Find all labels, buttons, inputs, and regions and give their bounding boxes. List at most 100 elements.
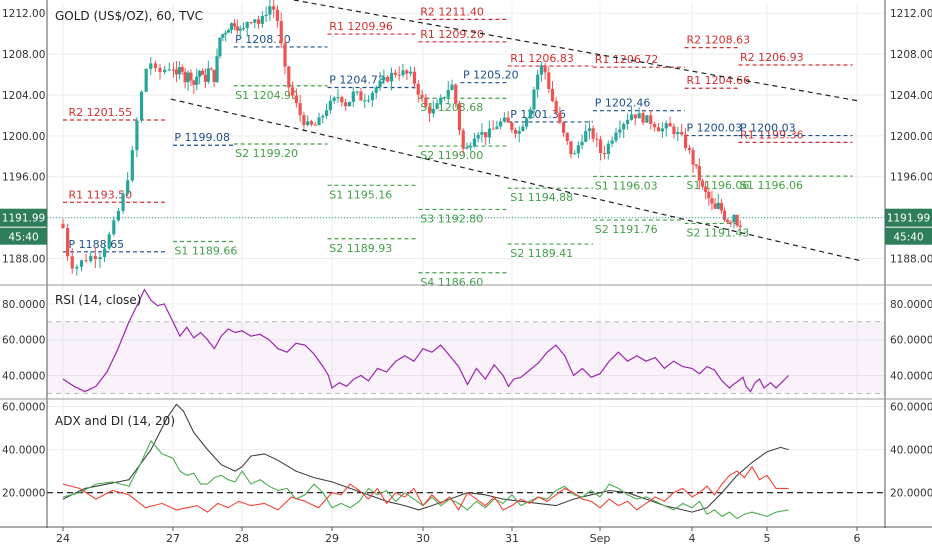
candle-down[interactable] — [344, 102, 348, 107]
candle-down[interactable] — [174, 69, 179, 75]
candle-down[interactable] — [591, 128, 595, 139]
candle-up[interactable] — [268, 6, 272, 15]
candle-up[interactable] — [144, 69, 148, 92]
candle-up[interactable] — [224, 32, 228, 35]
trendline-lower[interactable] — [170, 98, 860, 262]
candle-down[interactable] — [598, 139, 603, 154]
candle-up[interactable] — [532, 89, 536, 110]
candle-down[interactable] — [158, 67, 162, 72]
candle-down[interactable] — [203, 74, 208, 82]
candle-up[interactable] — [606, 143, 610, 155]
candle-up[interactable] — [716, 202, 720, 209]
candle-up[interactable] — [328, 100, 332, 111]
candle-up[interactable] — [664, 123, 668, 129]
candle-up[interactable] — [610, 140, 614, 144]
candle-up[interactable] — [98, 256, 102, 260]
candle-up[interactable] — [626, 119, 630, 125]
candle-up[interactable] — [317, 117, 321, 126]
candle-up[interactable] — [336, 97, 340, 99]
candle-up[interactable] — [264, 14, 268, 16]
candle-down[interactable] — [722, 210, 727, 220]
candle-down[interactable] — [93, 255, 97, 260]
candle-up[interactable] — [107, 234, 111, 249]
candle-up[interactable] — [378, 80, 382, 88]
candle-down[interactable] — [275, 9, 280, 22]
candle-up[interactable] — [573, 153, 577, 155]
candle-up[interactable] — [629, 114, 634, 120]
candle-up[interactable] — [536, 74, 540, 90]
candle-up[interactable] — [645, 115, 649, 123]
candle-down[interactable] — [287, 66, 291, 88]
candle-down[interactable] — [294, 95, 298, 104]
candle-up[interactable] — [499, 121, 503, 127]
candle-down[interactable] — [412, 71, 417, 84]
candle-up[interactable] — [121, 193, 125, 211]
candle-up[interactable] — [186, 72, 190, 83]
candle-down[interactable] — [513, 129, 518, 134]
candle-down[interactable] — [554, 101, 558, 113]
candle-down[interactable] — [200, 70, 205, 75]
candle-up[interactable] — [502, 117, 506, 122]
candle-down[interactable] — [687, 148, 692, 151]
candle-down[interactable] — [70, 256, 74, 269]
candle-up[interactable] — [409, 71, 413, 74]
candle-up[interactable] — [363, 100, 367, 102]
candle-up[interactable] — [576, 145, 580, 154]
candle-down[interactable] — [649, 115, 653, 125]
candle-up[interactable] — [435, 103, 439, 109]
candle-up[interactable] — [446, 89, 450, 98]
candle-down[interactable] — [249, 22, 253, 24]
candle-up[interactable] — [584, 131, 588, 142]
candle-down[interactable] — [550, 88, 555, 102]
candle-down[interactable] — [209, 68, 213, 70]
candle-down[interactable] — [672, 126, 676, 135]
candle-up[interactable] — [539, 65, 543, 75]
candle-down[interactable] — [153, 63, 157, 68]
candle-up[interactable] — [382, 76, 386, 81]
adx-panel[interactable]: ADX and DI (14, 20) — [47, 403, 885, 520]
candle-up[interactable] — [130, 150, 134, 181]
candle-down[interactable] — [710, 198, 714, 204]
candle-up[interactable] — [221, 34, 225, 38]
candle-down[interactable] — [454, 84, 458, 104]
candle-down[interactable] — [66, 227, 70, 257]
candle-up[interactable] — [676, 132, 680, 135]
candle-down[interactable] — [461, 130, 465, 149]
candle-down[interactable] — [565, 132, 569, 142]
candle-up[interactable] — [306, 121, 310, 126]
candle-up[interactable] — [206, 68, 210, 82]
candle-up[interactable] — [355, 91, 359, 93]
candle-down[interactable] — [653, 124, 657, 128]
candle-up[interactable] — [480, 132, 484, 135]
candle-up[interactable] — [587, 128, 592, 132]
candle-down[interactable] — [397, 74, 401, 76]
candle-up[interactable] — [325, 110, 329, 116]
candle-up[interactable] — [195, 76, 199, 85]
candle-up[interactable] — [439, 97, 443, 104]
candle-down[interactable] — [192, 80, 196, 85]
candle-down[interactable] — [668, 123, 672, 127]
candle-up[interactable] — [215, 56, 219, 82]
candle-down[interactable] — [510, 122, 514, 130]
candle-up[interactable] — [135, 120, 139, 151]
candle-down[interactable] — [279, 21, 283, 44]
candle-down[interactable] — [602, 153, 607, 155]
candle-up[interactable] — [389, 72, 394, 82]
rsi-panel[interactable]: RSI (14, close) — [47, 288, 885, 394]
candle-up[interactable] — [89, 255, 93, 262]
candle-up[interactable] — [732, 214, 736, 223]
candle-up[interactable] — [521, 126, 525, 132]
candle-up[interactable] — [450, 84, 454, 90]
candle-down[interactable] — [506, 117, 510, 123]
candle-up[interactable] — [472, 138, 477, 147]
candle-up[interactable] — [660, 128, 664, 132]
candle-down[interactable] — [183, 71, 187, 83]
candle-up[interactable] — [112, 220, 116, 235]
candle-down[interactable] — [680, 132, 684, 135]
candle-down[interactable] — [484, 132, 488, 138]
candle-down[interactable] — [416, 83, 420, 95]
candle-up[interactable] — [139, 91, 144, 121]
candle-up[interactable] — [476, 134, 480, 139]
candle-up[interactable] — [347, 101, 352, 107]
candle-down[interactable] — [84, 260, 88, 262]
